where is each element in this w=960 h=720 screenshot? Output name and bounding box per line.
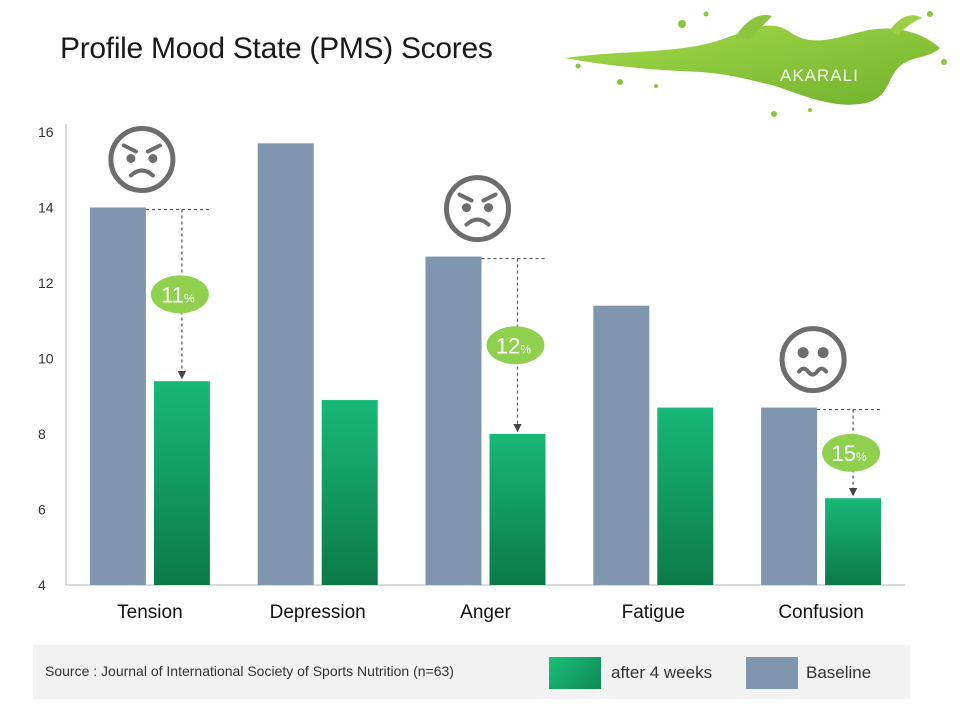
baseline-bar: [257, 143, 314, 585]
face-mouth: [464, 217, 491, 227]
brand-logo-text: AKARALI: [780, 66, 859, 85]
after-bar: [321, 400, 378, 585]
y-tick-label: 14: [38, 200, 54, 216]
face-eye: [126, 154, 136, 163]
legend-after-swatch: [549, 657, 601, 689]
face-brow: [457, 192, 474, 203]
face-mouth: [797, 366, 829, 377]
x-category-label: Confusion: [778, 602, 864, 623]
face-eye: [484, 203, 493, 213]
legend-baseline-swatch: [746, 657, 798, 689]
face-outline: [444, 175, 511, 243]
face-brow: [481, 192, 498, 203]
x-category-label: Tension: [117, 602, 183, 623]
reduction-badge-text: 11%: [161, 282, 195, 307]
source-note: Source : Journal of International Societ…: [45, 663, 454, 679]
after-bar: [489, 434, 546, 585]
baseline-bar: [593, 305, 650, 585]
face-eye: [817, 347, 829, 359]
confused-face-icon: [779, 326, 847, 394]
face-brow: [121, 143, 138, 154]
after-bar: [657, 407, 714, 585]
legend-baseline-label: Baseline: [806, 663, 872, 682]
reduction-badge-text: 12%: [496, 333, 531, 358]
y-tick-label: 8: [38, 426, 46, 442]
reduction-badge-text: 15%: [832, 441, 867, 466]
reduction-badge: [486, 326, 545, 365]
y-tick-label: 4: [38, 577, 46, 593]
face-brow: [145, 143, 162, 154]
face-eye: [797, 347, 809, 359]
baseline-bar: [89, 207, 146, 585]
face-eye: [462, 203, 471, 213]
chart-title: Profile Mood State (PMS) Scores: [60, 32, 493, 65]
reduction-badge: [822, 433, 881, 472]
x-category-label: Depression: [270, 602, 366, 623]
footer-bar: Source : Journal of International Societ…: [33, 645, 910, 699]
face-mouth: [128, 168, 155, 178]
face-eye: [148, 154, 158, 163]
baseline-bar: [761, 407, 818, 585]
splash-logo: [565, 11, 947, 117]
face-outline: [108, 126, 176, 193]
x-category-label: Fatigue: [622, 602, 685, 623]
y-tick-label: 6: [38, 502, 46, 518]
x-category-label: Anger: [460, 602, 511, 623]
face-outline: [779, 326, 847, 394]
angry-face-icon: [444, 175, 511, 243]
y-tick-label: 16: [38, 124, 54, 140]
angry-face-icon: [108, 126, 176, 193]
y-tick-label: 12: [38, 275, 54, 291]
baseline-bar: [425, 256, 482, 585]
reduction-badge: [150, 275, 209, 314]
y-tick-label: 10: [38, 351, 54, 367]
bar-chart: 4 6 8 10 12 14 16 11% 12% 15% Tension Depression A…: [38, 124, 905, 623]
after-bar: [153, 381, 210, 585]
legend-after-label: after 4 weeks: [611, 663, 713, 682]
after-bar: [825, 498, 882, 585]
